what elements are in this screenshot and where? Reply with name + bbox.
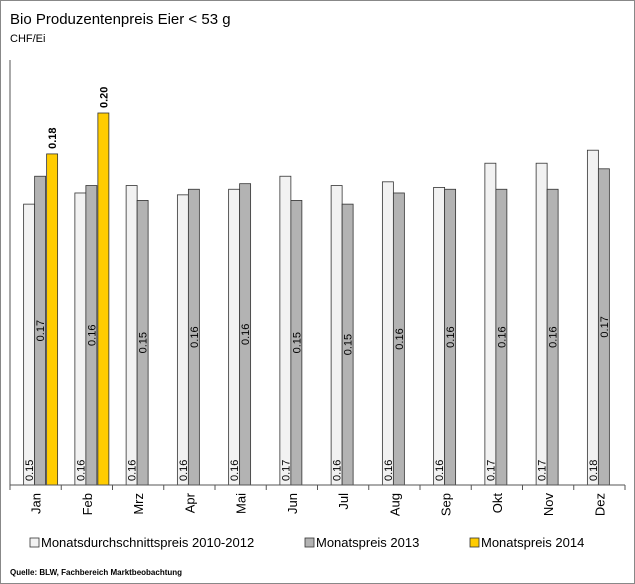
value-label: 0.15: [291, 332, 303, 353]
x-tick-label: Apr: [182, 492, 197, 513]
chart-subtitle: CHF/Ei: [10, 33, 45, 45]
bar: [74, 192, 87, 486]
value-label: 0.17: [485, 460, 497, 481]
bar: [535, 162, 548, 486]
value-label: 0.16: [229, 460, 241, 481]
legend-swatch: [29, 537, 40, 548]
legend-label: Monatspreis 2013: [316, 535, 419, 550]
bar: [228, 188, 241, 486]
value-label: 0.15: [138, 332, 150, 353]
x-tick-label: Dez: [592, 493, 607, 516]
x-tick-label: Jun: [285, 493, 300, 514]
x-tick-label: Jan: [29, 493, 44, 514]
value-label: 0.15: [24, 460, 36, 481]
value-label: 0.16: [127, 460, 139, 481]
x-tick-label: Aug: [387, 493, 402, 516]
value-label: 0.16: [240, 324, 252, 345]
x-tick-label: Feb: [80, 493, 95, 515]
x-tick-label: Mai: [234, 493, 249, 514]
bar: [176, 194, 189, 486]
value-label: 0.16: [189, 326, 201, 347]
legend-label: Monatspreis 2014: [481, 535, 584, 550]
x-tick-label: Mrz: [131, 493, 146, 515]
value-label: 0.17: [280, 460, 292, 481]
value-label: 0.16: [383, 460, 395, 481]
legend-swatch: [469, 537, 480, 548]
bar: [125, 185, 138, 486]
bar: [484, 162, 497, 486]
value-label: 0.16: [394, 328, 406, 349]
chart-title: Bio Produzentenpreis Eier < 53 g: [10, 11, 231, 28]
value-label: 0.18: [588, 460, 600, 481]
value-label: 0.16: [496, 326, 508, 347]
bar: [23, 203, 36, 486]
value-label: 0.17: [35, 320, 47, 341]
value-label: 0.16: [332, 460, 344, 481]
bar: [381, 181, 394, 486]
bar: [433, 186, 446, 486]
value-label: 0.17: [599, 316, 611, 337]
value-label: 0.16: [434, 460, 446, 481]
bar: [330, 185, 343, 486]
value-label: 0.16: [445, 326, 457, 347]
value-label: 0.16: [178, 460, 190, 481]
bar: [586, 149, 599, 486]
bar: [97, 112, 110, 486]
bar: [279, 175, 292, 486]
value-label: 0.16: [75, 460, 87, 481]
value-label: 0.20: [98, 87, 110, 108]
legend-label: Monatsdurchschnittspreis 2010-2012: [41, 535, 254, 550]
x-tick-label: Nov: [541, 493, 556, 517]
value-label: 0.16: [548, 326, 560, 347]
legend-swatch: [304, 537, 315, 548]
value-label: 0.16: [86, 325, 98, 346]
x-tick-label: Okt: [490, 493, 505, 514]
bar: [46, 153, 59, 486]
value-label: 0.17: [537, 460, 549, 481]
x-tick-label: Sep: [439, 493, 454, 516]
value-label: 0.15: [343, 334, 355, 355]
value-label: 0.18: [47, 127, 59, 148]
x-tick-label: Jul: [336, 493, 351, 510]
source: Quelle: BLW, Fachbereich Marktbeobachtun…: [10, 568, 182, 577]
